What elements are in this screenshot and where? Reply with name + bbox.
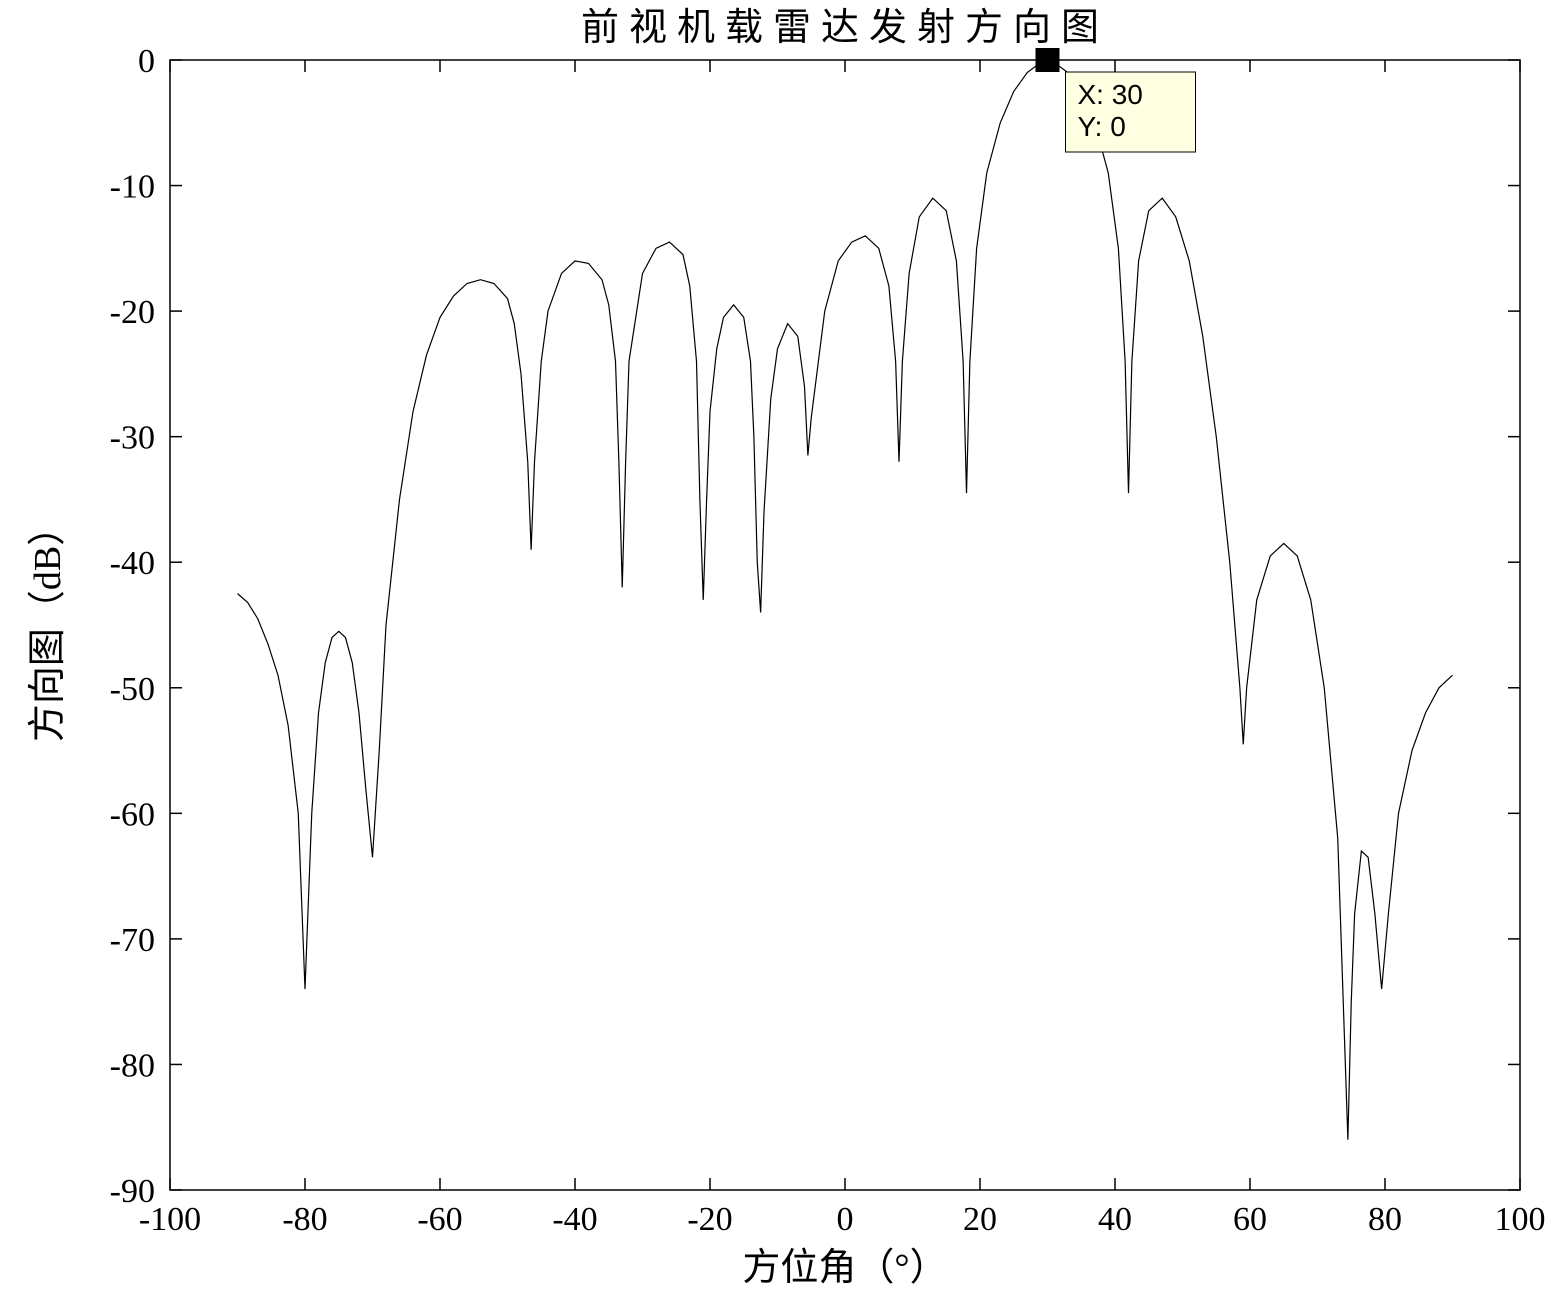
ytick-label: -90 [110,1173,155,1210]
xtick-label: 40 [1098,1201,1132,1238]
ytick-label: -70 [110,922,155,959]
ytick-label: -30 [110,420,155,457]
xtick-label: 100 [1495,1201,1546,1238]
x-axis-label: 方位角（°） [742,1247,947,1289]
ytick-label: -50 [110,671,155,708]
datatip-marker[interactable] [1036,48,1060,72]
xtick-label: -20 [687,1201,732,1238]
datatip-y: Y: 0 [1078,111,1126,142]
xtick-label: 60 [1233,1201,1267,1238]
chart-svg: -10 0 -80 -60 -40 -20 0 20 40 60 80 100 -90 -80 -70 -60… [0,0,1551,1304]
ytick-label: 0 [138,43,155,80]
xtick-label: -60 [417,1201,462,1238]
ytick-label: -40 [110,545,155,582]
xtick-label: 0 [837,1201,854,1238]
data-line [238,60,1453,1140]
xtick-label: 80 [1368,1201,1402,1238]
chart-container: -10 0 -80 -60 -40 -20 0 20 40 60 80 100 -90 -80 -70 -60… [0,0,1551,1304]
ytick-label: -20 [110,294,155,331]
ytick-label: -60 [110,796,155,833]
ytick-label: -10 [110,169,155,206]
chart-title: 前视机载雷达发射方向图 [581,7,1109,49]
xtick-label: -80 [282,1201,327,1238]
ytick-label: -80 [110,1047,155,1084]
plot-border [170,60,1520,1190]
datatip-x: X: 30 [1078,79,1143,110]
xtick-label: 20 [963,1201,997,1238]
y-axis-label: 方向图（dB） [27,508,69,742]
xtick-label: -40 [552,1201,597,1238]
